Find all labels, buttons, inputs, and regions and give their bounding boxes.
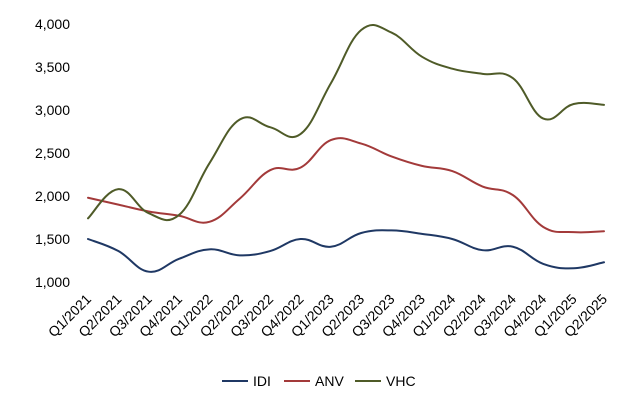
legend-label-anv: ANV: [315, 373, 344, 389]
y-tick-label: 1,500: [35, 231, 70, 247]
legend: IDI ANV VHC: [222, 373, 416, 389]
legend-label-idi: IDI: [253, 373, 271, 389]
series-line-anv: [87, 137, 605, 234]
series-line-vhc: [87, 23, 605, 222]
series-lines: [87, 23, 605, 273]
y-tick-label: 4,000: [35, 16, 70, 32]
y-tick-label: 2,000: [35, 188, 70, 204]
x-axis-ticks: Q1/2021Q2/2021Q3/2021Q4/2021Q1/2022Q2/20…: [45, 291, 610, 340]
y-tick-label: 2,500: [35, 145, 70, 161]
y-tick-label: 3,500: [35, 59, 70, 75]
legend-label-vhc: VHC: [386, 373, 416, 389]
series-line-idi: [87, 229, 605, 273]
y-tick-label: 3,000: [35, 102, 70, 118]
y-tick-label: 1,000: [35, 274, 70, 290]
y-axis-ticks: 1,000 1,500 2,000 2,500 3,000 3,500 4,000: [35, 16, 70, 290]
